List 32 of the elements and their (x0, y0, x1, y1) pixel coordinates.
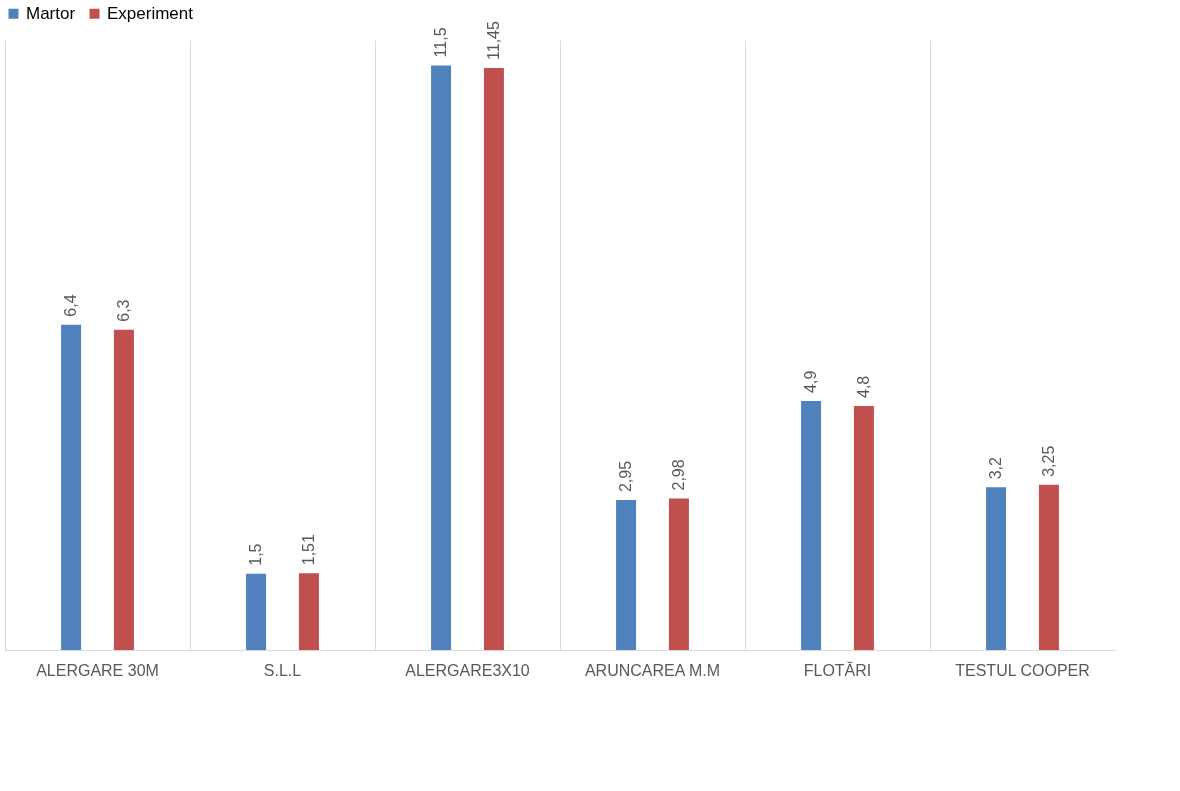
bar (298, 573, 319, 650)
data-label: 3,2 (987, 456, 1005, 480)
data-label: 4,9 (802, 370, 820, 393)
legend-label: Martor (26, 3, 76, 23)
data-label: 3,25 (1039, 445, 1057, 477)
data-label: 4,8 (854, 375, 872, 398)
bar (113, 329, 134, 650)
x-tick-label: S.L.L (263, 661, 302, 679)
data-label: 2,95 (617, 460, 635, 493)
bar (853, 406, 874, 650)
bar (986, 487, 1007, 650)
bar (616, 500, 637, 650)
data-label: 1,5 (247, 543, 265, 566)
data-label: 2,98 (669, 459, 687, 491)
data-label: 11,5 (432, 27, 450, 58)
data-label: 11,45 (484, 21, 502, 60)
bar (1038, 484, 1059, 650)
data-label: 6,4 (62, 294, 80, 317)
bar (668, 498, 689, 650)
bar (246, 573, 267, 650)
bar (61, 324, 82, 650)
x-tick-label: TESTUL COOPER (955, 661, 1090, 679)
data-label: 6,3 (114, 299, 132, 322)
data-label: 1,51 (299, 534, 317, 566)
bar (483, 67, 504, 650)
legend-label: Experiment (107, 3, 194, 23)
x-tick-label: ALERGARE 30M (36, 661, 159, 679)
x-tick-label: FLOTĂRI (803, 660, 872, 679)
bar (431, 65, 452, 650)
x-tick-label: ALERGARE3X10 (405, 661, 530, 679)
bar (801, 400, 822, 650)
x-tick-label: ARUNCAREA M.M (584, 661, 721, 679)
